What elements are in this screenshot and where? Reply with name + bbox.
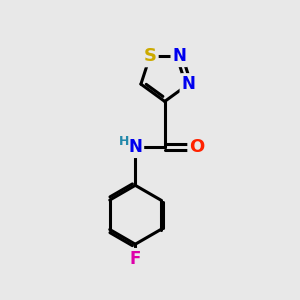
Text: S: S — [143, 47, 157, 65]
Text: N: N — [128, 138, 142, 156]
Text: N: N — [182, 75, 196, 93]
Text: F: F — [130, 250, 141, 268]
Text: N: N — [172, 47, 186, 65]
Text: H: H — [119, 135, 129, 148]
Text: O: O — [190, 138, 205, 156]
